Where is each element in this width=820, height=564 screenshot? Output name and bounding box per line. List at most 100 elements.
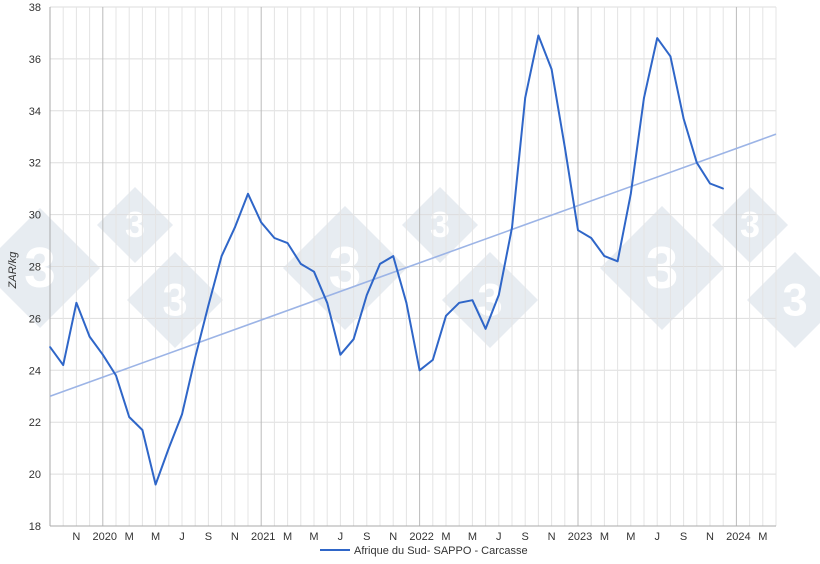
data-point	[550, 68, 553, 71]
data-point	[616, 260, 619, 263]
data-point	[418, 369, 421, 372]
data-point	[181, 413, 183, 416]
x-tick-label: S	[205, 531, 212, 543]
data-point	[352, 338, 355, 340]
y-tick-label: 26	[29, 313, 41, 325]
data-point	[326, 302, 329, 304]
data-point	[313, 270, 315, 273]
data-point	[432, 359, 434, 361]
data-point	[141, 429, 144, 431]
data-point	[379, 263, 381, 265]
data-point	[62, 364, 64, 366]
x-tick-label: N	[389, 531, 397, 543]
data-point	[577, 229, 579, 231]
data-point	[247, 193, 249, 195]
x-tick-label: J	[338, 531, 344, 543]
data-point	[458, 302, 461, 304]
x-tick-label: M	[309, 531, 318, 543]
data-point	[682, 117, 685, 120]
data-point	[445, 315, 447, 317]
x-tick-label: 2021	[251, 531, 275, 543]
x-tick-label: M	[600, 531, 609, 543]
x-tick-label: N	[548, 531, 556, 543]
x-tick-label: M	[626, 531, 635, 543]
y-tick-label: 20	[29, 469, 41, 481]
data-point	[102, 353, 104, 356]
data-point	[220, 255, 223, 257]
data-point	[405, 302, 408, 304]
y-tick-label: 34	[29, 106, 41, 118]
y-tick-label: 38	[29, 2, 41, 14]
data-point	[234, 226, 236, 229]
data-point	[207, 304, 210, 307]
x-tick-label: S	[522, 531, 529, 543]
watermark-tile: 3	[600, 206, 724, 330]
x-tick-label: M	[758, 531, 767, 543]
legend: Afrique du Sud- SAPPO - Carcasse	[320, 545, 528, 557]
data-point	[260, 221, 263, 224]
data-point	[88, 335, 91, 338]
watermark-tile: 3	[747, 252, 820, 348]
watermark-tile: 3	[402, 187, 478, 263]
data-point	[392, 255, 395, 257]
x-tick-label: M	[441, 531, 450, 543]
data-point	[709, 182, 711, 185]
data-point	[49, 346, 51, 348]
data-point	[590, 237, 592, 239]
data-point	[273, 237, 276, 239]
x-tick-label: 2023	[568, 531, 592, 543]
data-point	[643, 97, 645, 99]
x-tick-label: J	[496, 531, 502, 543]
series-line	[49, 34, 724, 486]
data-point	[656, 37, 658, 39]
y-tick-label: 36	[29, 54, 41, 66]
legend-label: Afrique du Sud- SAPPO - Carcasse	[354, 545, 528, 557]
data-point	[696, 161, 698, 164]
data-point	[630, 193, 632, 195]
data-point	[669, 55, 672, 58]
x-tick-label: J	[179, 531, 185, 543]
data-point	[537, 34, 540, 37]
x-tick-label: M	[151, 531, 160, 543]
y-axis-title: ZAR/kg	[7, 251, 19, 290]
svg-text:3: 3	[24, 236, 56, 300]
data-point	[194, 356, 196, 359]
data-point	[339, 353, 342, 356]
x-tick-label: S	[363, 531, 370, 543]
trend-line	[49, 133, 777, 398]
svg-text:3: 3	[646, 236, 679, 301]
series-layer	[49, 34, 777, 486]
data-point	[115, 374, 117, 377]
gridlines	[49, 6, 777, 527]
x-tick-label: S	[680, 531, 687, 543]
data-point	[722, 187, 724, 190]
data-point	[471, 299, 474, 302]
data-point	[154, 483, 157, 486]
y-tick-label: 22	[29, 417, 41, 429]
x-tick-label: 2020	[93, 531, 117, 543]
x-tick-label: 2022	[409, 531, 433, 543]
y-tick-label: 18	[29, 521, 41, 533]
x-tick-label: M	[283, 531, 292, 543]
svg-text:3: 3	[782, 274, 807, 325]
x-tick-label: J	[654, 531, 660, 543]
y-tick-label: 28	[29, 262, 41, 274]
y-tick-label: 24	[29, 365, 41, 377]
watermark-tile: 3	[97, 187, 173, 263]
data-point	[300, 263, 302, 265]
x-tick-label: M	[125, 531, 134, 543]
x-tick-label: N	[231, 531, 239, 543]
watermark-tile: 3	[283, 206, 407, 330]
y-tick-label: 32	[29, 158, 41, 170]
data-point	[286, 242, 289, 244]
y-tick-label: 30	[29, 210, 41, 222]
watermark-tile: 3	[127, 252, 223, 348]
data-point	[564, 146, 566, 148]
x-tick-label: 2024	[726, 531, 750, 543]
data-point	[366, 294, 368, 296]
data-point	[603, 255, 606, 257]
data-point	[524, 97, 526, 99]
svg-text:3: 3	[329, 236, 362, 301]
x-tick-label: N	[706, 531, 714, 543]
